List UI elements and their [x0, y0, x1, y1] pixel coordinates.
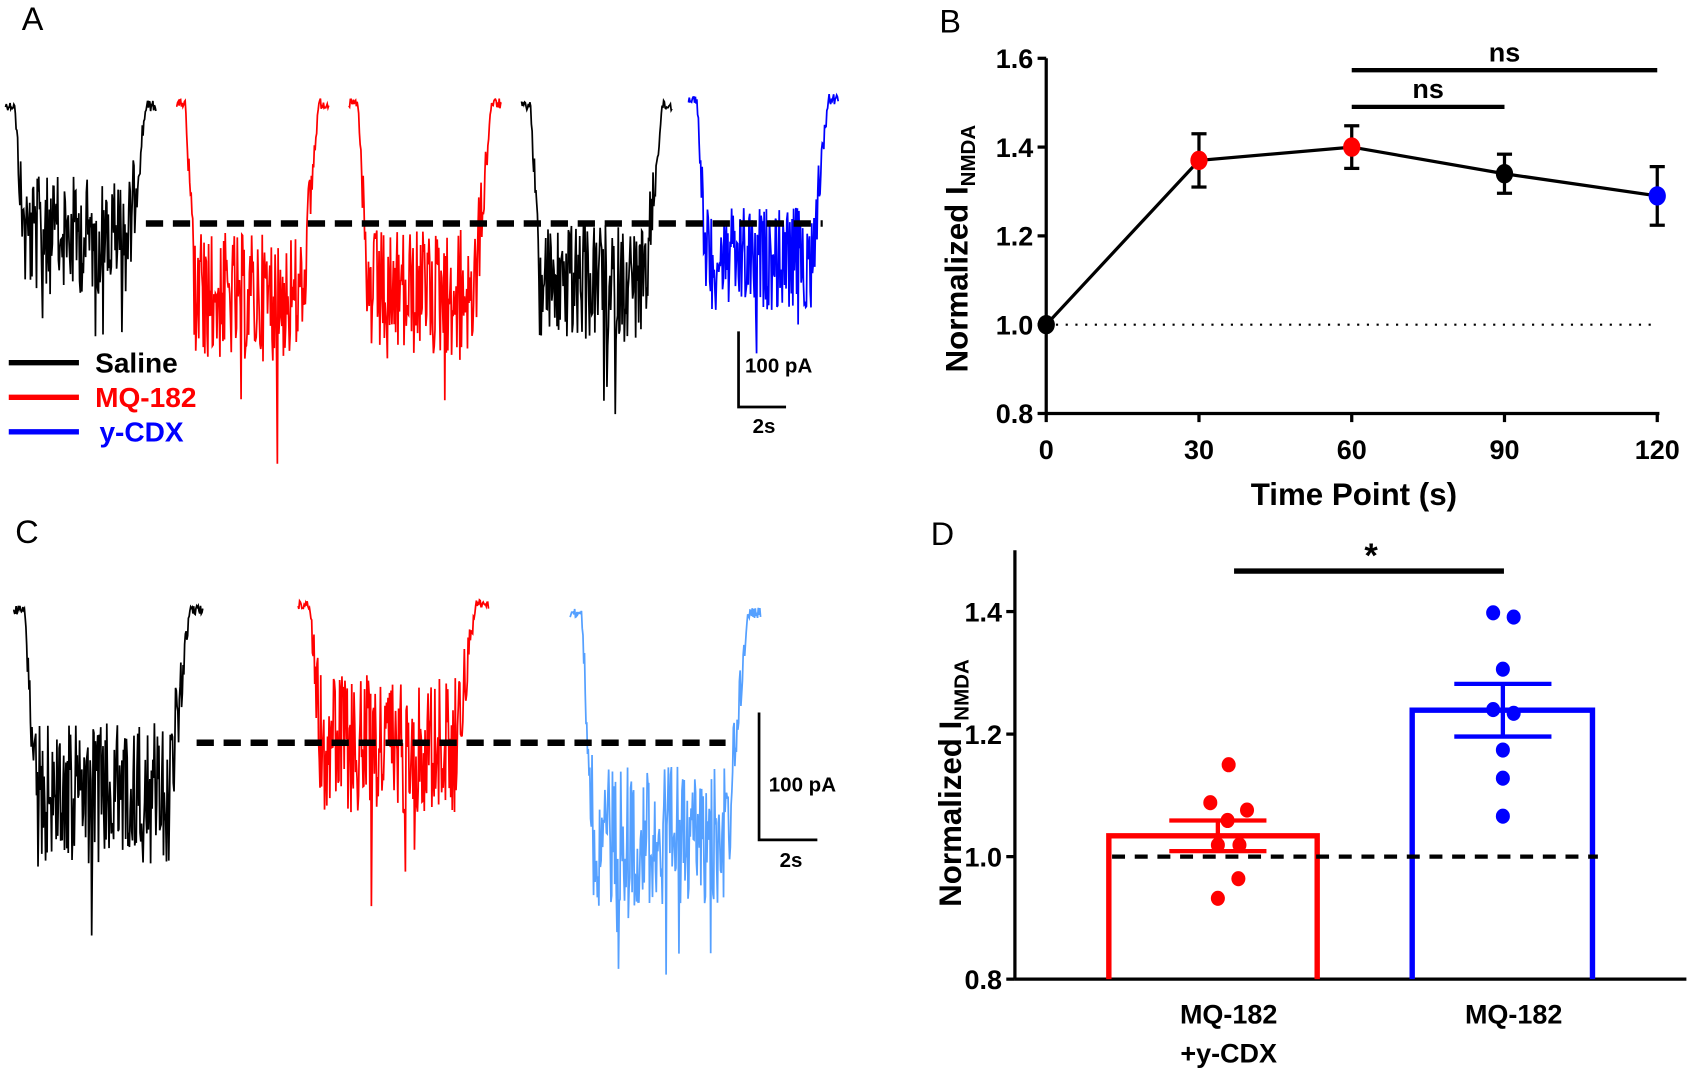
series-line	[1045, 145, 1658, 326]
current-trace	[687, 92, 840, 354]
y-axis-label-d: Normalized INMDA	[933, 659, 974, 907]
panel-letter-d: D	[931, 516, 954, 552]
y-tick-label: 1.4	[964, 597, 1001, 627]
x-category-label: MQ-182	[1465, 999, 1562, 1029]
data-point	[1239, 802, 1255, 818]
x-tick-label: 90	[1489, 435, 1519, 465]
data-point	[1506, 705, 1521, 721]
data-point	[1232, 837, 1247, 853]
data-point	[1231, 871, 1246, 887]
significance-label: ns	[1412, 74, 1443, 104]
traces-a	[4, 92, 840, 464]
scale-bar-a: 100 pA 2s	[737, 331, 812, 438]
y-label-main: Normalized I	[933, 721, 968, 907]
x-tick-label: 0	[1039, 435, 1054, 465]
y-label-main: Normalized I	[939, 186, 974, 372]
data-point	[1190, 150, 1208, 171]
current-trace	[520, 98, 673, 415]
panel-d-chart: D Normalized INMDA 0.8 1.0 1.2 1.4 MQ-182 +y-…	[931, 516, 1687, 1068]
x-axis-label-b: Time Point (s)	[1251, 477, 1457, 512]
legend-label-mq182: MQ-182	[95, 382, 196, 413]
legend: Saline MQ-182 y-CDX	[8, 347, 196, 448]
panel-letter-b: B	[939, 3, 961, 39]
y-axis-label-b: Normalized INMDA	[939, 125, 980, 373]
legend-label-saline: Saline	[95, 347, 178, 378]
y-tick-label: 1.0	[996, 310, 1033, 340]
y-tick-label: 1.2	[964, 720, 1001, 750]
scale-bar-lines	[737, 331, 787, 409]
legend-label-ycdx: y-CDX	[99, 417, 183, 448]
scale-current-label: 100 pA	[769, 773, 836, 796]
x-tick-label: 60	[1337, 435, 1367, 465]
data-point	[1495, 808, 1510, 824]
y-tick-label: 1.0	[964, 842, 1001, 872]
chart-b-marks: 0.8 1.0 1.2 1.4 1.6 0 30 60 90 120 ns ns	[996, 38, 1680, 465]
significance-label: ns	[1489, 38, 1520, 68]
y-tick-label: 0.8	[996, 399, 1033, 429]
data-point	[1495, 770, 1510, 786]
panel-b-chart: B Normalized INMDA Time Point (s) 0.8 1.0…	[939, 3, 1679, 512]
data-point	[1495, 164, 1514, 184]
y-label-sub: NMDA	[950, 659, 973, 721]
panel-c: C 100 pA 2s	[12, 514, 836, 975]
data-point	[1037, 314, 1055, 335]
data-point	[1486, 702, 1501, 718]
y-tick-label: 0.8	[964, 965, 1001, 995]
y-tick-label: 1.2	[996, 222, 1033, 252]
traces-c	[12, 598, 762, 975]
scale-time-label: 2s	[780, 849, 803, 872]
data-point	[1221, 757, 1236, 773]
panel-letter-c: C	[15, 514, 38, 550]
current-trace	[12, 602, 204, 936]
data-point	[1343, 137, 1361, 157]
y-label-sub: NMDA	[957, 125, 980, 187]
data-point	[1486, 605, 1501, 621]
y-tick-label: 1.4	[996, 133, 1033, 163]
data-point	[1203, 795, 1218, 811]
data-point	[1495, 742, 1510, 758]
data-point	[1210, 890, 1225, 906]
chart-d-marks: 0.8 1.0 1.2 1.4 MQ-182 +y-CDX MQ-182 *	[964, 537, 1687, 1068]
panel-a: A Saline MQ-182 y-CDX 100 pA 2s	[4, 1, 840, 464]
current-trace	[348, 98, 502, 401]
significance-label: *	[1364, 537, 1378, 575]
x-tick-label: 30	[1184, 435, 1214, 465]
scale-bar-c: 100 pA 2s	[757, 712, 836, 872]
current-trace	[297, 598, 490, 907]
data-point	[1648, 186, 1666, 206]
scale-current-label: 100 pA	[745, 354, 812, 377]
data-point	[1495, 661, 1510, 677]
panel-letter-a: A	[22, 1, 44, 37]
x-tick-label: 120	[1635, 435, 1680, 465]
current-trace	[569, 607, 762, 975]
scale-bar-lines	[757, 712, 818, 842]
current-trace	[4, 100, 157, 337]
bar	[1106, 833, 1320, 980]
scale-time-label: 2s	[753, 415, 776, 438]
current-trace	[175, 98, 330, 464]
y-tick-label: 1.6	[996, 44, 1033, 74]
x-category-label-line2: +y-CDX	[1180, 1038, 1277, 1068]
data-point	[1506, 609, 1521, 625]
x-category-label: MQ-182	[1180, 999, 1277, 1029]
